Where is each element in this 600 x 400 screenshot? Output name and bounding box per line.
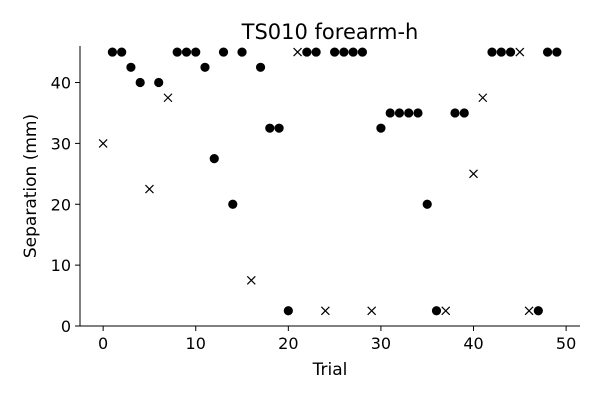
data-point-dot bbox=[450, 108, 460, 118]
y-tick-label: 40 bbox=[51, 74, 71, 93]
axes bbox=[79, 46, 580, 327]
data-point-dot bbox=[126, 62, 136, 72]
x-tick-label: 10 bbox=[186, 334, 206, 353]
data-point-dot bbox=[228, 199, 238, 209]
y-tick-label: 20 bbox=[51, 195, 71, 214]
data-point-dot bbox=[255, 62, 266, 72]
data-point-dot bbox=[459, 108, 469, 118]
x-tick-label: 50 bbox=[556, 334, 576, 353]
data-point-dot bbox=[505, 47, 516, 57]
data-point-dot bbox=[274, 123, 284, 133]
data-point-cross bbox=[163, 93, 173, 103]
x-tick-label: 0 bbox=[98, 334, 108, 353]
data-point-cross bbox=[293, 47, 303, 57]
x-tick-label: 30 bbox=[371, 334, 391, 353]
data-point-dot bbox=[302, 47, 312, 57]
data-point-dot bbox=[552, 47, 562, 57]
data-point-dot bbox=[339, 47, 349, 57]
data-point-cross bbox=[469, 169, 478, 179]
data-point-cross bbox=[441, 306, 451, 316]
data-point-dot bbox=[200, 62, 210, 72]
data-point-dot bbox=[431, 306, 442, 316]
data-point-cross bbox=[515, 47, 525, 57]
data-point-dot bbox=[218, 47, 229, 57]
data-point-dot bbox=[413, 108, 423, 118]
data-point-dot bbox=[135, 77, 145, 88]
data-point-dot bbox=[394, 108, 405, 118]
data-point-dot bbox=[117, 47, 127, 57]
data-point-dot bbox=[154, 77, 164, 88]
data-point-cross bbox=[98, 138, 108, 148]
x-axis-label: Trial bbox=[312, 360, 348, 380]
data-point-cross bbox=[367, 306, 377, 316]
data-point-dot bbox=[107, 47, 118, 57]
x-tick-label: 40 bbox=[463, 334, 483, 353]
data-point-cross bbox=[478, 93, 488, 103]
y-tick-label: 10 bbox=[51, 256, 71, 275]
y-axis-label: Separation (mm) bbox=[21, 114, 41, 258]
data-point-dot bbox=[496, 47, 506, 57]
data-point-dot bbox=[181, 47, 192, 57]
data-point-dot bbox=[385, 108, 395, 118]
data-point-cross bbox=[145, 184, 154, 194]
chart-title: TS010 forearm-h bbox=[241, 20, 419, 44]
data-point-dot bbox=[330, 47, 340, 57]
data-point-dot bbox=[172, 47, 182, 57]
data-point-dot bbox=[404, 108, 414, 118]
data-point-dot bbox=[311, 47, 321, 57]
y-tick-label: 0 bbox=[61, 317, 71, 336]
data-point-dot bbox=[283, 306, 293, 316]
x-ticks: 0 10 20 30 40 50 bbox=[98, 326, 576, 353]
data-point-cross bbox=[320, 306, 330, 316]
y-ticks: 0 10 20 30 40 bbox=[51, 74, 80, 336]
data-point-dot bbox=[237, 47, 247, 57]
data-point-dot bbox=[487, 47, 497, 57]
y-tick-label: 30 bbox=[51, 134, 71, 153]
data-point-dot bbox=[376, 123, 386, 133]
data-point-dot bbox=[265, 123, 275, 133]
data-point-cross bbox=[246, 275, 256, 285]
data-point-dot bbox=[542, 47, 553, 57]
data-point-dot bbox=[357, 47, 368, 57]
data-point-dot bbox=[191, 47, 201, 57]
x-tick-label: 20 bbox=[278, 334, 298, 353]
data-point-cross bbox=[524, 306, 534, 316]
data-point-dot bbox=[209, 154, 219, 164]
data-points bbox=[98, 47, 562, 316]
data-point-dot bbox=[348, 47, 358, 57]
data-point-dot bbox=[533, 306, 543, 316]
data-point-dot bbox=[422, 199, 432, 209]
